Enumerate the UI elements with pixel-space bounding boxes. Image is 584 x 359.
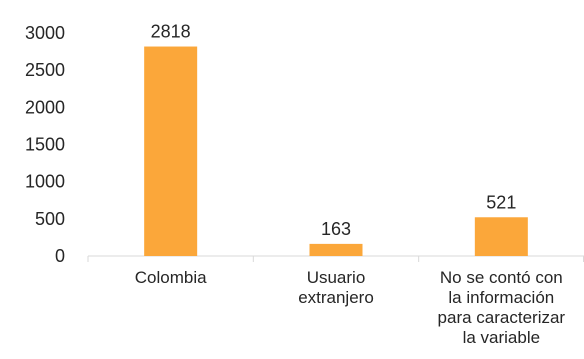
y-tick-label: 3000 <box>25 23 65 43</box>
y-tick-label: 1500 <box>25 135 65 155</box>
y-tick-label: 2000 <box>25 97 65 117</box>
y-tick-label: 0 <box>55 246 65 266</box>
data-label: 163 <box>321 219 351 239</box>
category-label: Usuario extranjero <box>298 268 374 307</box>
category-labels: Colombia Usuario extranjero No se contó con… <box>135 268 566 347</box>
data-label: 2818 <box>151 22 191 42</box>
y-tick-label: 500 <box>35 209 65 229</box>
y-tick-label: 2500 <box>25 60 65 80</box>
category-label: Colombia <box>135 268 207 287</box>
bars <box>144 46 528 256</box>
y-axis-tick-labels: 0 500 1000 1500 2000 2500 3000 <box>25 23 65 266</box>
x-axis-ticks <box>87 256 584 262</box>
bar <box>144 46 198 256</box>
category-label: No se contó con la información para caract… <box>438 268 566 347</box>
data-labels: 2818 163 521 <box>151 22 517 239</box>
bar <box>474 217 528 256</box>
y-tick-label: 1000 <box>25 172 65 192</box>
bar <box>309 243 363 256</box>
data-label: 521 <box>486 192 516 212</box>
